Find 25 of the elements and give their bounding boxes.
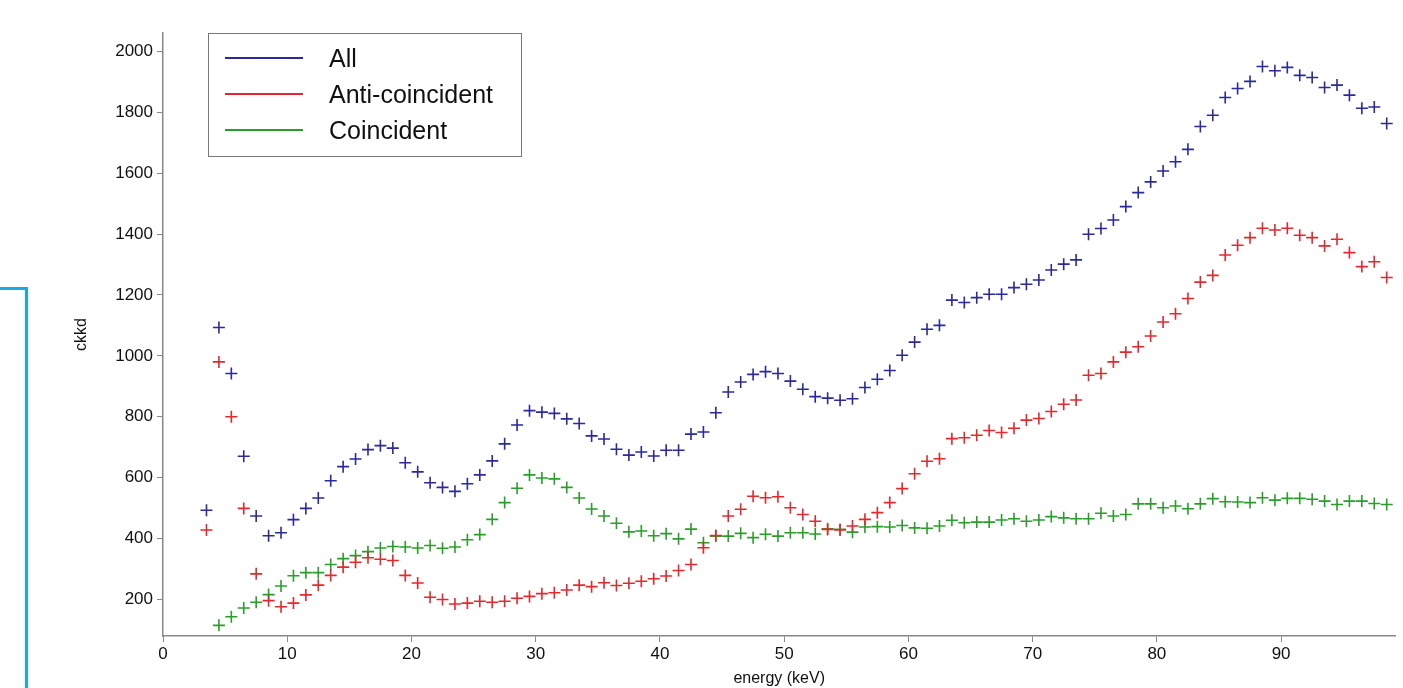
- x-tick-label: 80: [1147, 643, 1167, 663]
- y-tick-label: 1800: [115, 101, 153, 121]
- y-tick-label: 1400: [115, 223, 153, 243]
- x-tick-label: 60: [898, 643, 918, 663]
- y-tick-label: 1200: [115, 284, 153, 304]
- y-tick-label: 800: [124, 406, 153, 426]
- x-tick-label: 40: [650, 643, 670, 663]
- x-tick-label: 90: [1271, 643, 1291, 663]
- legend-label: Anti-coincident: [329, 79, 493, 109]
- x-axis-title: energy (keV): [733, 668, 825, 686]
- y-axis-title: ckkd: [72, 318, 90, 351]
- x-tick-label: 70: [1023, 643, 1043, 663]
- y-tick-label: 400: [124, 528, 153, 548]
- y-tick-label: 1000: [115, 345, 153, 365]
- y-tick-label: 1600: [115, 162, 153, 182]
- x-tick-label: 0: [158, 643, 168, 663]
- x-tick-label: 30: [526, 643, 546, 663]
- legend-label: Coincident: [329, 115, 448, 145]
- legend-label: All: [329, 43, 357, 73]
- x-tick-label: 20: [402, 643, 421, 663]
- y-tick-label: 2000: [115, 40, 153, 60]
- y-tick-label: 200: [124, 589, 153, 609]
- x-tick-label: 10: [277, 643, 297, 663]
- x-tick-label: 50: [774, 643, 794, 663]
- y-tick-label: 600: [124, 467, 153, 487]
